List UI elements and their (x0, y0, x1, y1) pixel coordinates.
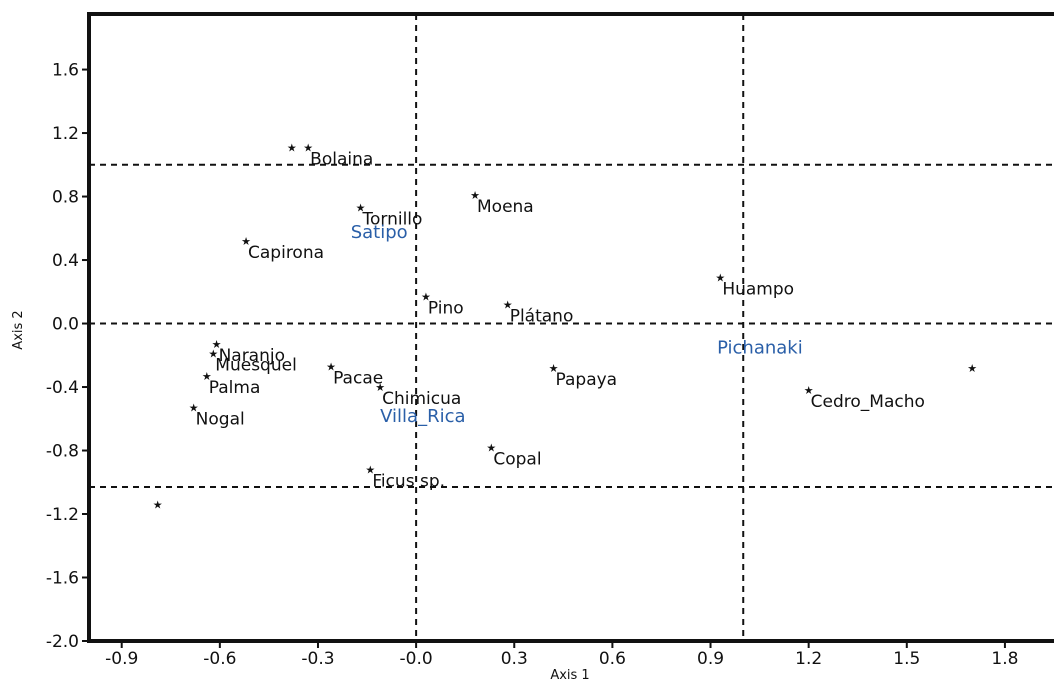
data-point: ★ (287, 141, 297, 154)
y-tick-label: 1.6 (52, 61, 79, 81)
data-point: ★ (375, 381, 385, 394)
point-label: Chimicua (382, 389, 461, 409)
y-axis-title: Axis 2 (11, 310, 26, 349)
point-label: Capirona (248, 243, 324, 263)
data-point: ★ (804, 384, 814, 397)
data-point: ★ (326, 360, 336, 373)
x-tick-label: 0.9 (697, 649, 724, 669)
site-label: Villa_Rica (380, 406, 465, 427)
data-point: ★ (241, 235, 251, 248)
data-point: ★ (202, 370, 212, 383)
y-tick-label: -0.4 (46, 378, 79, 398)
point-label: Copal (493, 449, 541, 469)
x-axis-title: Axis 1 (550, 668, 589, 682)
y-tick-label: 1.2 (52, 124, 79, 144)
x-tick-label: 0.6 (599, 649, 626, 669)
y-tick-label: 0.8 (52, 188, 79, 208)
y-tick-label: 0.0 (52, 315, 79, 335)
point-label: Naranjo (219, 346, 285, 366)
data-point: ★ (967, 362, 977, 375)
point-label: Palma (209, 378, 261, 398)
y-tick-label: -1.2 (46, 505, 79, 525)
x-tick-label: -0.9 (105, 649, 138, 669)
plot-frame (87, 12, 1054, 643)
data-point: ★ (715, 271, 725, 284)
data-point: ★ (212, 338, 222, 351)
point-label: Nogal (196, 410, 245, 430)
site-label: Satipo (351, 222, 408, 243)
site-labels: Satipo Pichanaki Villa_Rica (351, 222, 803, 427)
data-point: ★ (470, 189, 480, 202)
point-labels: Bolaina Tornillo Moena Capirona Pino Plátano H… (196, 149, 925, 491)
point-label: Ficus sp. (372, 472, 445, 492)
x-tick-label: 0.3 (501, 649, 528, 669)
point-label: Cedro_Macho (811, 392, 925, 412)
data-point: ★ (503, 298, 513, 311)
point-label: Huampo (722, 279, 794, 299)
x-tick-label: -0.0 (400, 649, 433, 669)
axis-ticks: -0.9 -0.6 -0.3 -0.0 0.3 0.6 0.9 1.2 1.5 1.8 1.6 1.2… (46, 61, 1019, 669)
point-label: Papaya (556, 370, 618, 390)
point-label: Tornillo (362, 210, 423, 230)
y-tick-label: -1.6 (46, 569, 79, 589)
x-tick-label: -0.6 (203, 649, 236, 669)
site-label: Pichanaki (717, 338, 803, 359)
point-label: Pacae (333, 368, 383, 388)
data-point: ★ (365, 464, 375, 477)
data-point: ★ (303, 141, 313, 154)
data-points: ★ ★★★★★★★★★★★★★★★★★★★ (153, 141, 978, 511)
data-point: ★ (153, 498, 163, 511)
data-point: ★ (356, 202, 366, 215)
data-point: ★ (549, 362, 559, 375)
y-tick-label: 0.4 (52, 251, 79, 271)
point-label: Plátano (510, 306, 574, 326)
data-point: ★ (189, 402, 199, 415)
x-tick-label: -0.3 (301, 649, 334, 669)
point-label: Muesquel (215, 356, 297, 376)
point-label: Moena (477, 197, 534, 217)
data-point: ★ (486, 441, 496, 454)
point-label: Pino (428, 299, 464, 319)
x-tick-label: 1.2 (795, 649, 822, 669)
x-tick-label: 1.5 (893, 649, 920, 669)
data-point: ★ (208, 348, 218, 361)
reference-lines (89, 14, 1054, 641)
y-tick-label: -0.8 (46, 442, 79, 462)
data-point: ★ (421, 291, 431, 304)
point-label: Bolaina (310, 149, 373, 169)
x-tick-label: 1.8 (991, 649, 1018, 669)
y-tick-label: -2.0 (46, 632, 79, 652)
